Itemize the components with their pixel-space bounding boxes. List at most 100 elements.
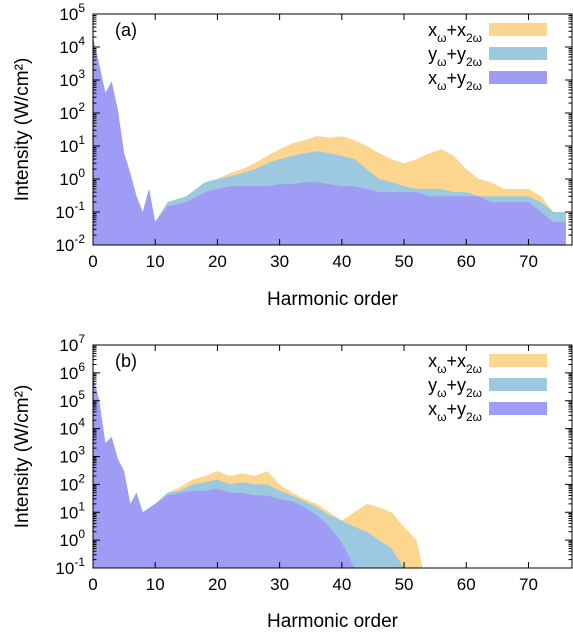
y-tick-label: 100 xyxy=(59,166,85,189)
chart-panel-2: 0 10 20 30 40 50 60 7010-1100101102103104105106… xyxy=(12,332,573,632)
legend-label-sub: ω xyxy=(437,410,446,424)
legend-swatch-2 xyxy=(489,378,547,391)
legend-label-part: x xyxy=(428,68,437,88)
x-tick-label: 60 xyxy=(457,575,476,594)
y-tick-exponent: -1 xyxy=(74,199,85,213)
y-tick-label: 10-1 xyxy=(55,555,85,578)
y-tick-exponent: 1 xyxy=(78,133,85,147)
y-tick-base: 10 xyxy=(59,364,78,383)
legend-label-sub: 2ω xyxy=(466,55,482,69)
x-tick-label: 70 xyxy=(519,575,538,594)
x-tick-label: 30 xyxy=(270,575,289,594)
y-tick-base: 10 xyxy=(55,559,74,578)
legend-label-1: xω+x2ω xyxy=(428,351,482,376)
x-tick-label: 30 xyxy=(270,252,289,271)
legend-label-sub: ω xyxy=(437,386,446,400)
x-tick-label: 60 xyxy=(457,252,476,271)
y-tick-base: 10 xyxy=(59,170,78,189)
legend-label-sub: ω xyxy=(437,79,446,93)
y-tick-base: 10 xyxy=(55,236,74,255)
y-tick-base: 10 xyxy=(59,392,78,411)
legend-label-part: +y xyxy=(446,44,466,64)
legend-label-part: +y xyxy=(446,375,466,395)
legend-label-part: +y xyxy=(446,68,466,88)
legend-label-3: xω+y2ω xyxy=(428,399,482,424)
x-tick-label: 0 xyxy=(88,575,97,594)
y-tick-label: 104 xyxy=(59,34,85,57)
y-tick-label: 102 xyxy=(59,100,85,123)
legend-label-part: x xyxy=(428,20,437,40)
y-tick-exponent: 6 xyxy=(78,360,85,374)
legend-label-sub: 2ω xyxy=(466,410,482,424)
y-tick-exponent: -1 xyxy=(74,555,85,569)
y-axis-title: Intensity (W/cm²) xyxy=(12,385,33,529)
y-tick-base: 10 xyxy=(59,420,78,439)
legend-label-part: +x xyxy=(446,20,466,40)
legend-label-sub: 2ω xyxy=(466,386,482,400)
legend-label-sub: ω xyxy=(437,31,446,45)
y-tick-base: 10 xyxy=(59,137,78,156)
y-tick-exponent: 3 xyxy=(78,444,85,458)
y-tick-label: 10-1 xyxy=(55,199,85,222)
y-tick-base: 10 xyxy=(59,71,78,90)
legend-label-1: xω+x2ω xyxy=(428,20,482,45)
legend-label-sub: 2ω xyxy=(466,362,482,376)
chart-panel-1: 0 10 20 30 40 50 60 7010-210-110010110210310410… xyxy=(12,1,573,310)
y-axis-title: Intensity (W/cm²) xyxy=(12,58,33,202)
y-tick-exponent: 4 xyxy=(78,34,85,48)
y-tick-label: 102 xyxy=(59,471,85,494)
legend-swatch-2 xyxy=(489,47,547,60)
legend-label-part: y xyxy=(428,44,437,64)
legend-label-part: +x xyxy=(446,351,466,371)
y-tick-exponent: 3 xyxy=(78,67,85,81)
x-tick-label: 50 xyxy=(395,252,414,271)
y-tick-label: 103 xyxy=(59,444,85,467)
x-axis-title: Harmonic order xyxy=(267,289,399,310)
y-tick-exponent: 7 xyxy=(78,332,85,346)
x-tick-label: 40 xyxy=(332,575,351,594)
plot-frame xyxy=(92,13,573,246)
y-tick-label: 105 xyxy=(59,388,85,411)
legend-label-3: xω+y2ω xyxy=(428,68,482,93)
y-tick-exponent: 4 xyxy=(78,416,85,430)
legend-label-part: +y xyxy=(446,399,466,419)
x-tick-label: 50 xyxy=(395,575,414,594)
legend-swatch-3 xyxy=(489,402,547,415)
y-tick-label: 100 xyxy=(59,527,85,550)
y-tick-label: 10-2 xyxy=(55,232,85,255)
y-tick-label: 104 xyxy=(59,416,85,439)
legend-label-2: yω+y2ω xyxy=(428,44,482,69)
x-tick-label: 10 xyxy=(146,575,165,594)
y-tick-label: 105 xyxy=(59,1,85,24)
y-tick-label: 103 xyxy=(59,67,85,90)
y-tick-base: 10 xyxy=(59,475,78,494)
x-tick-label: 40 xyxy=(332,252,351,271)
legend-label-sub: 2ω xyxy=(466,31,482,45)
y-tick-label: 101 xyxy=(59,499,85,522)
legend-label-sub: ω xyxy=(437,55,446,69)
panel-label: (b) xyxy=(115,351,137,371)
legend-swatch-1 xyxy=(489,23,547,36)
series-area-3 xyxy=(93,37,566,245)
legend-label-sub: ω xyxy=(437,362,446,376)
x-tick-label: 10 xyxy=(146,252,165,271)
y-tick-exponent: 1 xyxy=(78,499,85,513)
y-tick-exponent: 5 xyxy=(78,1,85,15)
x-tick-label: 20 xyxy=(208,575,227,594)
series-areas xyxy=(93,37,566,245)
x-tick-label: 0 xyxy=(88,252,97,271)
series-area-3 xyxy=(93,375,355,568)
series-areas xyxy=(93,375,423,568)
legend-swatch-1 xyxy=(489,354,547,367)
x-tick-label: 20 xyxy=(208,252,227,271)
y-tick-base: 10 xyxy=(59,336,78,355)
panel-label: (a) xyxy=(115,20,137,40)
y-tick-exponent: -2 xyxy=(74,232,85,246)
legend-label-part: x xyxy=(428,399,437,419)
y-tick-exponent: 2 xyxy=(78,471,85,485)
y-tick-base: 10 xyxy=(59,38,78,57)
legend-swatch-3 xyxy=(489,71,547,84)
legend-label-sub: 2ω xyxy=(466,79,482,93)
y-tick-base: 10 xyxy=(55,203,74,222)
